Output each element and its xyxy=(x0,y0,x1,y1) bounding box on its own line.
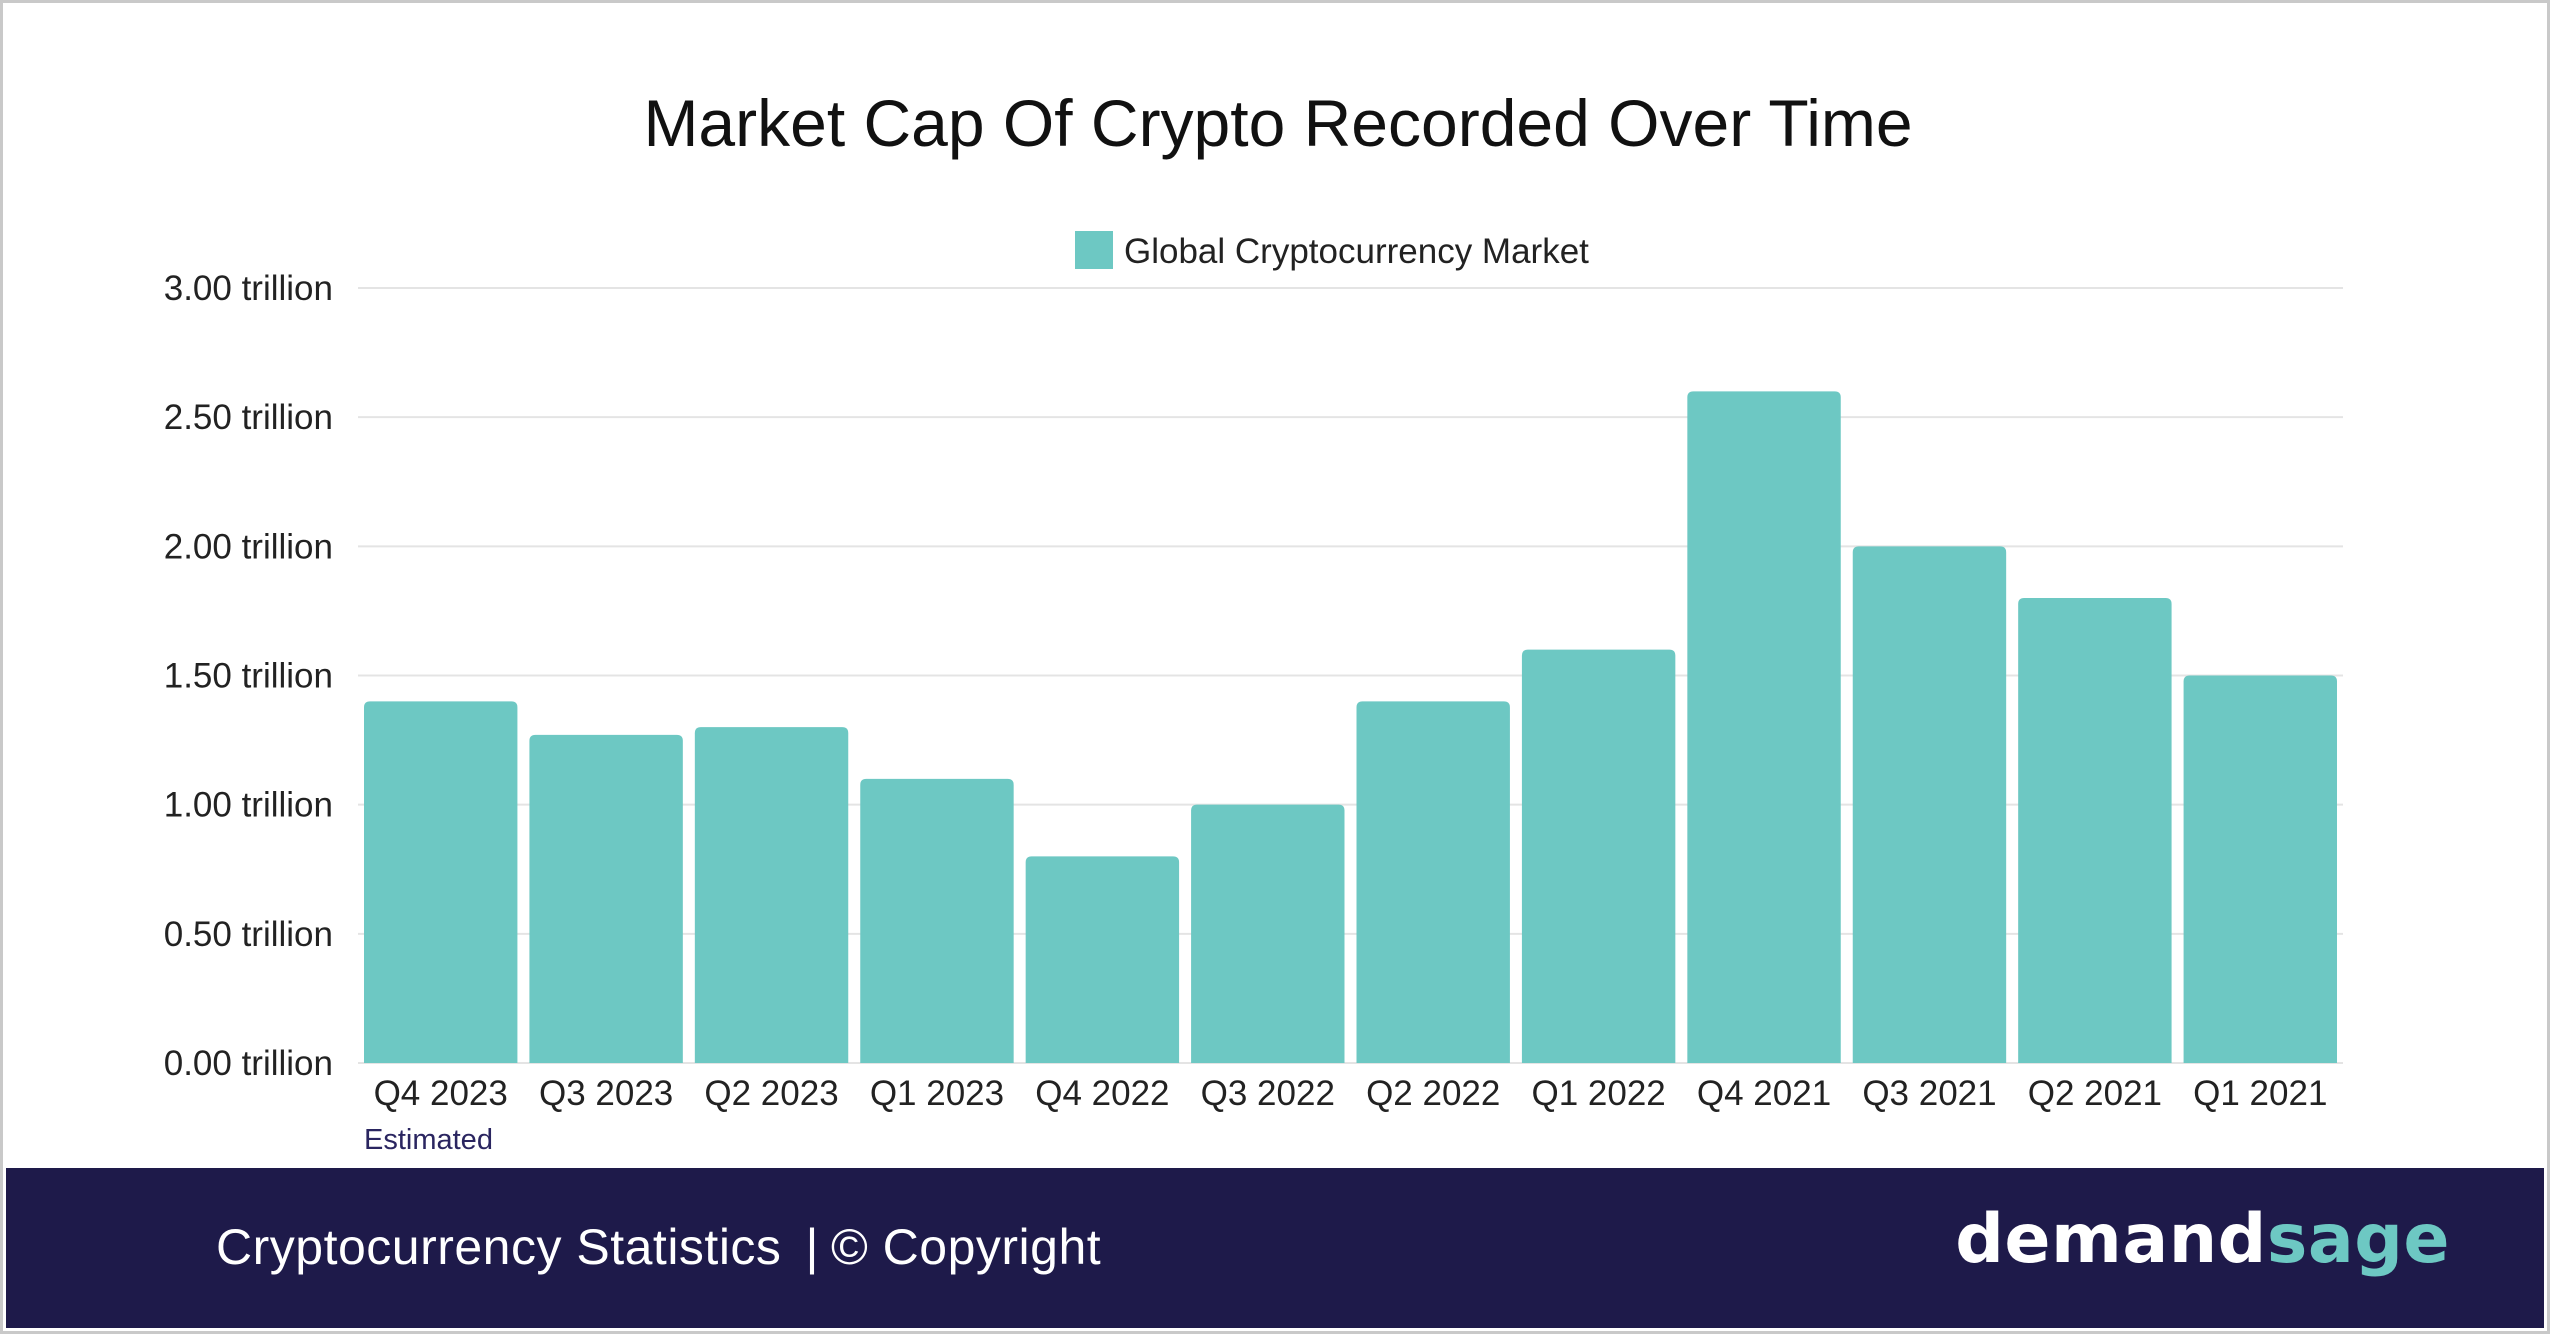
y-tick-label: 3.00 trillion xyxy=(164,269,333,308)
y-tick-label: 0.50 trillion xyxy=(164,915,333,954)
bar xyxy=(1852,546,2007,1063)
legend-label: Global Cryptocurrency Market xyxy=(1124,232,1589,271)
x-tick-label: Q2 2022 xyxy=(1366,1074,1500,1113)
bar xyxy=(860,778,1014,1063)
x-tick-label: Q2 2021 xyxy=(2028,1074,2162,1113)
footer-copyright: © Copyright xyxy=(830,1219,1102,1275)
y-tick-label: 1.50 trillion xyxy=(164,657,333,696)
legend: Global Cryptocurrency Market xyxy=(1075,231,1589,271)
y-tick-label: 2.00 trillion xyxy=(164,527,333,566)
x-tick-label: Q3 2021 xyxy=(1862,1074,1996,1113)
legend-swatch xyxy=(1075,231,1113,269)
bar xyxy=(1521,649,1676,1063)
y-tick-label: 2.50 trillion xyxy=(164,398,333,437)
brand-logo-part1: demand xyxy=(1955,1200,2267,1279)
bar xyxy=(1025,856,1180,1063)
bar xyxy=(1191,804,1345,1063)
bar xyxy=(2018,598,2172,1063)
brand-logo: demandsage xyxy=(1955,1200,2450,1279)
y-tick-label: 1.00 trillion xyxy=(164,786,333,825)
x-tick-label: Q1 2021 xyxy=(2193,1074,2327,1113)
bar-chart: Market Cap Of Crypto Recorded Over Time … xyxy=(164,86,2343,1156)
x-tick-label: Q3 2022 xyxy=(1201,1074,1335,1113)
brand-logo-part2: sage xyxy=(2266,1200,2450,1279)
footer-caption: Cryptocurrency Statistics | © Copyright xyxy=(216,1218,1101,1276)
bar xyxy=(529,734,683,1063)
x-axis: Q4 2023 Q3 2023 Q2 2023 Q1 2023 Q4 2022 Q3 20… xyxy=(374,1074,2328,1113)
x-tick-label: Q4 2022 xyxy=(1035,1074,1169,1113)
footer-label: Cryptocurrency Statistics xyxy=(216,1219,782,1275)
bar xyxy=(694,727,849,1063)
bar xyxy=(1356,701,1510,1063)
bars xyxy=(364,391,2337,1063)
bar xyxy=(364,701,518,1063)
x-tick-label: Q3 2023 xyxy=(539,1074,673,1113)
x-tick-label: Q2 2023 xyxy=(704,1074,838,1113)
y-axis: 0.00 trillion 0.50 trillion 1.00 trillion 1… xyxy=(164,269,333,1083)
x-tick-label: Q1 2022 xyxy=(1531,1074,1665,1113)
bar xyxy=(2183,675,2337,1063)
footer-banner: Cryptocurrency Statistics | © Copyright de… xyxy=(6,1168,2544,1328)
y-tick-label: 0.00 trillion xyxy=(164,1044,333,1083)
estimated-annotation: Estimated xyxy=(364,1124,493,1156)
gridlines xyxy=(358,287,2343,1064)
x-tick-label: Q4 2023 xyxy=(374,1074,508,1113)
x-tick-label: Q4 2021 xyxy=(1697,1074,1831,1113)
footer-separator: | xyxy=(805,1219,819,1275)
bar xyxy=(1687,391,1841,1063)
x-tick-label: Q1 2023 xyxy=(870,1074,1004,1113)
chart-title: Market Cap Of Crypto Recorded Over Time xyxy=(643,86,1912,160)
